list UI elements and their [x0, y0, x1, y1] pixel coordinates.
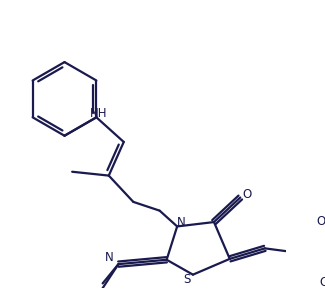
- Text: O: O: [316, 215, 325, 228]
- Text: O: O: [320, 276, 325, 289]
- Text: N: N: [105, 252, 114, 265]
- Text: N: N: [177, 216, 186, 229]
- Text: NH: NH: [90, 107, 108, 120]
- Text: S: S: [183, 274, 190, 286]
- Text: O: O: [243, 188, 252, 201]
